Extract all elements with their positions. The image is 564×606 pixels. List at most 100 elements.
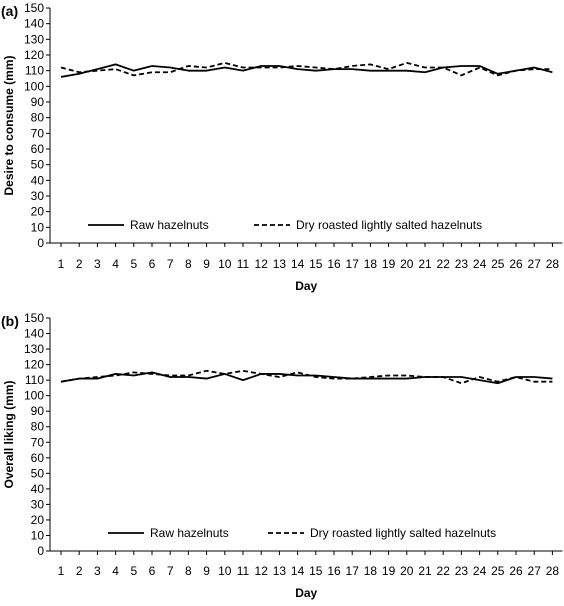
y-tick-label: 50 bbox=[31, 466, 45, 480]
x-tick-label: 22 bbox=[437, 257, 451, 271]
x-tick-label: 10 bbox=[218, 257, 232, 271]
x-tick-label: 3 bbox=[94, 564, 101, 578]
y-tick-label: 90 bbox=[31, 404, 45, 418]
y-tick-label: 90 bbox=[31, 95, 45, 109]
x-tick-label: 12 bbox=[255, 257, 269, 271]
y-tick-label: 80 bbox=[31, 111, 45, 125]
x-tick-label: 11 bbox=[237, 564, 250, 578]
series-line-roasted bbox=[60, 369, 553, 385]
x-tick-label: 14 bbox=[291, 564, 305, 578]
x-tick-label: 18 bbox=[364, 257, 378, 271]
x-tick-label: 12 bbox=[255, 564, 269, 578]
x-tick-label: 7 bbox=[167, 564, 174, 578]
x-axis-title: Day bbox=[295, 279, 317, 293]
y-tick-label: 120 bbox=[24, 358, 44, 372]
y-tick-label: 100 bbox=[24, 79, 44, 93]
y-tick-label: 150 bbox=[24, 311, 44, 325]
legend-label-raw: Raw hazelnuts bbox=[150, 526, 229, 540]
y-tick-label: 60 bbox=[31, 142, 45, 156]
x-tick-label: 19 bbox=[382, 564, 396, 578]
y-tick-label: 10 bbox=[31, 220, 45, 234]
y-tick-label: 110 bbox=[25, 373, 44, 387]
x-tick-label: 16 bbox=[327, 564, 341, 578]
x-tick-label: 17 bbox=[346, 564, 360, 578]
y-tick-label: 150 bbox=[24, 1, 44, 15]
x-tick-label: 10 bbox=[218, 564, 232, 578]
legend-label-roasted: Dry roasted lightly salted hazelnuts bbox=[296, 218, 482, 232]
x-tick-label: 28 bbox=[546, 564, 560, 578]
y-tick-label: 110 bbox=[25, 64, 44, 78]
y-tick-label: 80 bbox=[31, 420, 45, 434]
x-tick-label: 23 bbox=[455, 257, 469, 271]
x-tick-label: 9 bbox=[203, 257, 210, 271]
x-tick-label: 27 bbox=[528, 564, 542, 578]
legend-label-raw: Raw hazelnuts bbox=[130, 218, 209, 232]
x-tick-label: 2 bbox=[76, 257, 83, 271]
y-tick-label: 20 bbox=[31, 205, 45, 219]
panel-label: (a) bbox=[1, 3, 18, 19]
y-tick-label: 100 bbox=[24, 389, 44, 403]
x-tick-label: 11 bbox=[237, 257, 250, 271]
y-tick-label: 50 bbox=[31, 158, 45, 172]
x-tick-label: 13 bbox=[273, 257, 287, 271]
x-tick-label: 22 bbox=[437, 564, 451, 578]
x-tick-label: 16 bbox=[327, 257, 341, 271]
x-tick-label: 1 bbox=[58, 257, 65, 271]
y-tick-label: 30 bbox=[31, 189, 45, 203]
x-tick-label: 27 bbox=[528, 257, 542, 271]
x-tick-label: 6 bbox=[149, 564, 156, 578]
x-tick-label: 9 bbox=[203, 564, 210, 578]
y-tick-label: 20 bbox=[31, 513, 45, 527]
series-line-roasted bbox=[60, 61, 553, 77]
x-tick-label: 19 bbox=[382, 257, 396, 271]
y-tick-label: 40 bbox=[31, 482, 45, 496]
y-tick-label: 30 bbox=[31, 497, 45, 511]
y-tick-label: 40 bbox=[31, 173, 45, 187]
x-tick-label: 8 bbox=[185, 564, 192, 578]
x-axis-title: Day bbox=[295, 586, 317, 600]
x-tick-label: 13 bbox=[273, 564, 287, 578]
y-tick-label: 10 bbox=[31, 528, 45, 542]
x-tick-label: 3 bbox=[94, 257, 101, 271]
x-tick-label: 24 bbox=[473, 564, 487, 578]
x-tick-label: 5 bbox=[130, 564, 137, 578]
y-tick-label: 140 bbox=[24, 17, 44, 31]
y-tick-label: 130 bbox=[24, 32, 44, 46]
x-tick-label: 21 bbox=[418, 257, 432, 271]
x-tick-label: 18 bbox=[364, 564, 378, 578]
x-tick-label: 26 bbox=[509, 257, 523, 271]
x-tick-label: 6 bbox=[149, 257, 156, 271]
x-tick-label: 2 bbox=[76, 564, 83, 578]
legend-label-roasted: Dry roasted lightly salted hazelnuts bbox=[310, 526, 496, 540]
series-line-raw bbox=[60, 63, 553, 78]
x-tick-label: 8 bbox=[185, 257, 192, 271]
x-tick-label: 4 bbox=[112, 564, 119, 578]
y-tick-label: 70 bbox=[31, 435, 45, 449]
y-tick-label: 0 bbox=[37, 236, 44, 250]
y-axis-title: Overall liking (mm) bbox=[2, 380, 16, 488]
x-tick-label: 25 bbox=[491, 564, 505, 578]
y-tick-label: 0 bbox=[37, 544, 44, 558]
x-tick-label: 7 bbox=[167, 257, 174, 271]
x-tick-label: 26 bbox=[509, 564, 523, 578]
x-tick-label: 17 bbox=[346, 257, 360, 271]
x-tick-label: 21 bbox=[418, 564, 432, 578]
x-tick-label: 15 bbox=[309, 564, 323, 578]
x-tick-label: 23 bbox=[455, 564, 469, 578]
y-tick-label: 120 bbox=[24, 48, 44, 62]
x-tick-label: 15 bbox=[309, 257, 323, 271]
x-tick-label: 4 bbox=[112, 257, 119, 271]
y-axis-title: Desire to consume (mm) bbox=[2, 55, 16, 195]
y-tick-label: 140 bbox=[24, 327, 44, 341]
x-tick-label: 24 bbox=[473, 257, 487, 271]
y-tick-label: 70 bbox=[31, 126, 45, 140]
x-tick-label: 14 bbox=[291, 257, 305, 271]
panel-label: (b) bbox=[1, 313, 19, 329]
x-tick-label: 25 bbox=[491, 257, 505, 271]
x-tick-label: 1 bbox=[58, 564, 65, 578]
x-tick-label: 20 bbox=[400, 564, 414, 578]
